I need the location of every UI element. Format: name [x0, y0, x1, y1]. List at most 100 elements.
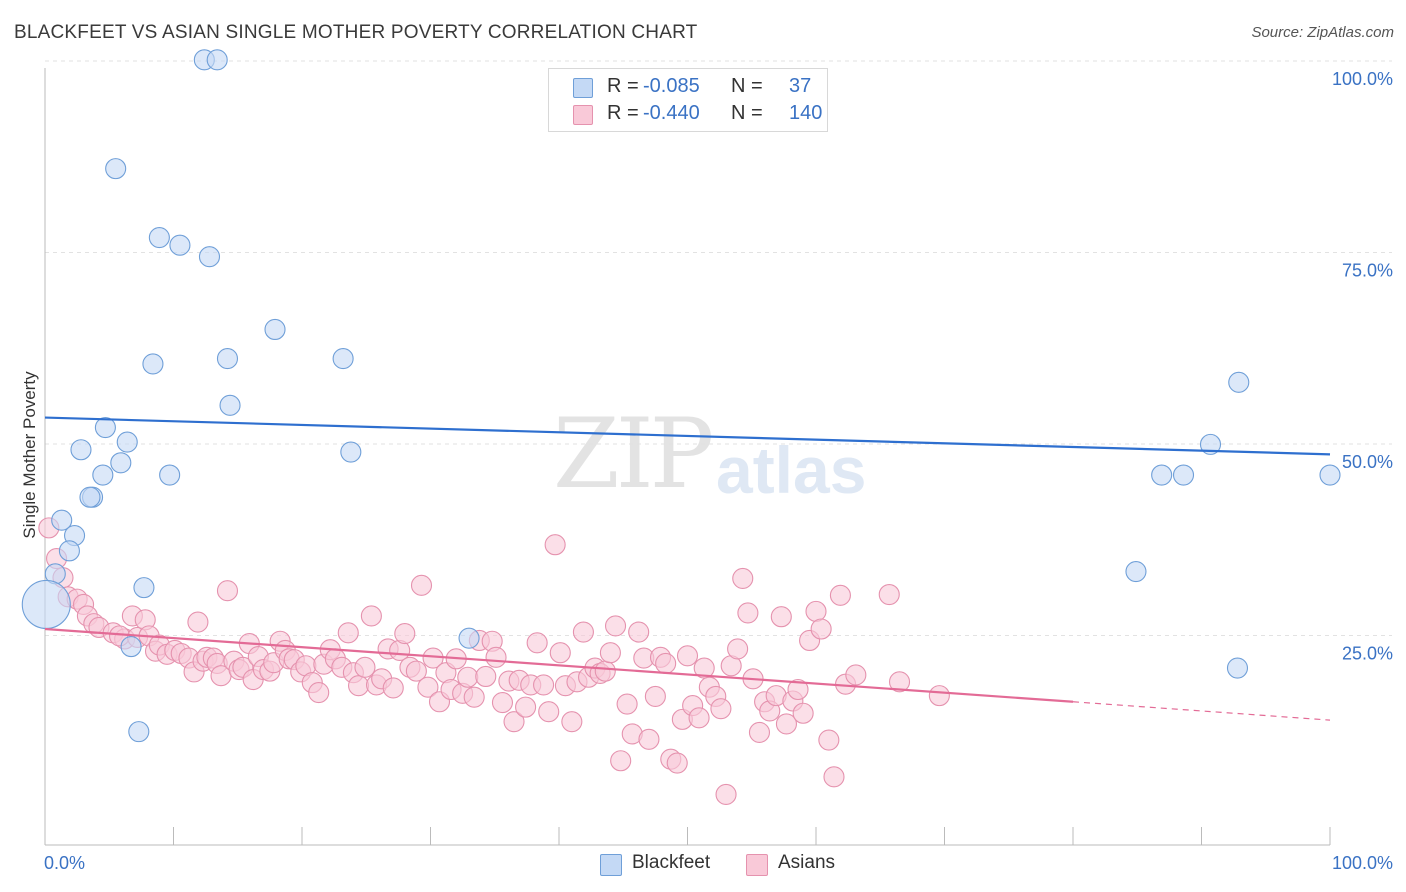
legend-r-label: R =: [607, 102, 639, 124]
blackfeet-point: [169, 234, 191, 256]
asians-trend-line-extension: [1072, 701, 1331, 721]
blackfeet-trend-line: [44, 416, 1331, 456]
asians-point: [732, 567, 754, 589]
asians-point: [491, 691, 514, 714]
asians-point: [655, 652, 677, 675]
watermark-atlas: atlas: [716, 433, 867, 507]
asians-point: [538, 701, 560, 723]
blackfeet-point: [79, 486, 101, 508]
blackfeet-point: [1319, 464, 1341, 486]
asians-point: [410, 574, 433, 596]
asians-point: [417, 676, 439, 698]
blackfeet-point: [21, 579, 71, 630]
asians-point: [616, 693, 638, 715]
x-tick-label: 0.0%: [44, 853, 85, 873]
asians-point: [715, 783, 737, 805]
chart-source: Source: ZipAtlas.com: [1251, 24, 1394, 41]
y-tick-label: 50.0%: [1342, 452, 1393, 472]
asians-trend-line: [44, 627, 1074, 703]
asians-point: [810, 618, 832, 640]
asians-point: [599, 642, 621, 664]
asians-point: [533, 674, 555, 696]
blackfeet-point: [332, 348, 354, 370]
asians-point: [818, 729, 840, 751]
blackfeet-point: [110, 452, 132, 474]
blackfeet-point: [105, 158, 127, 180]
asians-point: [928, 685, 950, 707]
y-tick-label: 75.0%: [1342, 261, 1393, 281]
asians-point: [347, 675, 370, 697]
blackfeet-point: [219, 394, 241, 416]
asians-point: [787, 678, 809, 701]
blackfeet-point: [1228, 371, 1250, 393]
asians-point: [544, 534, 566, 556]
asians-point: [515, 696, 537, 718]
blackfeet-point: [133, 577, 155, 599]
asians-point: [878, 583, 900, 606]
bottom-legend-swatch-asians: [746, 854, 768, 876]
asians-point: [572, 621, 594, 643]
asians-point: [187, 611, 209, 633]
legend-r-label: R =: [607, 75, 639, 97]
asians-point: [549, 642, 571, 664]
x-tick-label: 100.0%: [1332, 853, 1393, 873]
legend-n-label: N =: [731, 102, 763, 124]
asians-point: [748, 721, 771, 743]
asians-point: [354, 656, 376, 678]
blackfeet-point: [198, 246, 221, 268]
legend-n-value-blackfeet: 37: [789, 75, 812, 97]
asians-point: [594, 660, 616, 682]
asians-point: [792, 702, 814, 724]
asians-point: [727, 638, 749, 660]
asians-point: [360, 605, 382, 627]
asians-point: [644, 685, 666, 707]
asians-point: [485, 646, 507, 668]
blackfeet-point: [264, 318, 286, 341]
asians-point: [382, 677, 404, 699]
blackfeet-point: [70, 439, 92, 461]
blackfeet-point: [94, 416, 116, 439]
asians-point: [638, 728, 660, 750]
legend-n-value-asians: 140: [789, 102, 823, 124]
blackfeet-point: [148, 227, 170, 249]
blackfeet-point: [159, 464, 181, 486]
y-tick-label: 100.0%: [1332, 69, 1393, 89]
asians-point: [666, 752, 688, 774]
correlation-legend: R = -0.085 N = 37 R = -0.440 N = 140: [548, 68, 828, 132]
bottom-legend-label-asians: Asians: [778, 852, 836, 873]
blackfeet-point: [216, 348, 239, 370]
blackfeet-point: [1226, 657, 1249, 679]
legend-swatch-asians: [573, 105, 593, 125]
blackfeet-point: [1151, 464, 1173, 486]
blackfeet-point: [340, 441, 362, 463]
asians-point: [216, 580, 239, 602]
blackfeet-point: [92, 464, 114, 486]
blackfeet-point: [128, 721, 150, 743]
asians-point: [604, 615, 627, 637]
blackfeet-point: [120, 636, 142, 658]
legend-swatch-blackfeet: [573, 78, 593, 98]
asians-point: [610, 750, 632, 772]
asians-point: [628, 621, 650, 643]
legend-r-value-blackfeet: -0.085: [643, 75, 700, 97]
y-tick-label: 25.0%: [1342, 644, 1393, 664]
asians-point: [845, 664, 867, 686]
asians-point: [463, 686, 485, 708]
blackfeet-point: [458, 627, 480, 649]
asians-point: [710, 698, 732, 720]
asians-point: [888, 671, 911, 693]
watermark-zip: ZIP: [553, 398, 714, 510]
asians-point: [561, 711, 583, 733]
asians-point: [457, 666, 479, 688]
asians-point: [688, 707, 710, 729]
asians-point: [829, 584, 851, 606]
asians-point: [737, 602, 759, 624]
asians-point: [775, 713, 797, 735]
legend-n-label: N =: [731, 75, 763, 97]
asians-point: [805, 600, 827, 622]
asians-point: [308, 682, 330, 704]
blackfeet-point: [116, 431, 138, 453]
blackfeet-point: [1172, 464, 1195, 486]
chart-title: BLACKFEET VS ASIAN SINGLE MOTHER POVERTY…: [14, 22, 698, 43]
